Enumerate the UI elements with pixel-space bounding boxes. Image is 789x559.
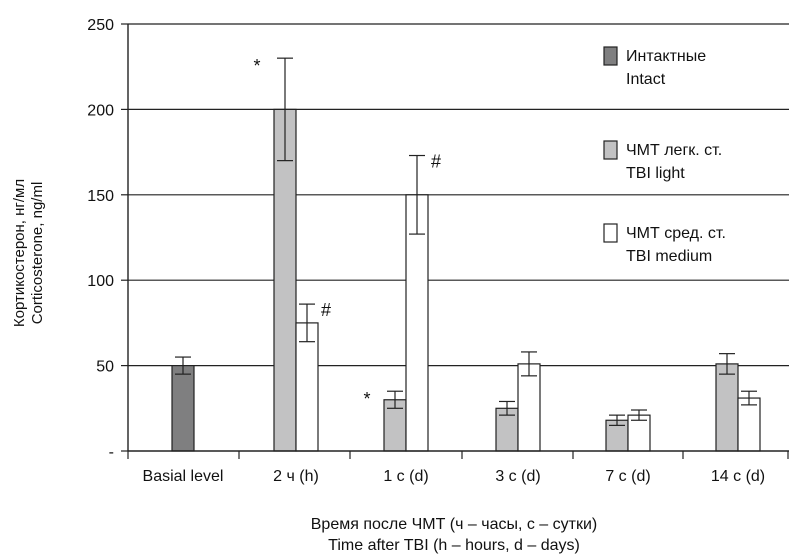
y-tick-label: 150 xyxy=(87,188,114,205)
x-tick-label: 1 с (d) xyxy=(383,468,428,485)
x-tick-label: Basial level xyxy=(143,468,224,485)
legend-label: Intact xyxy=(626,71,666,88)
legend: Интактные Intact ЧМТ легк. ст. TBI light ЧМТ… xyxy=(603,46,726,265)
legend-swatch xyxy=(603,46,618,66)
bar xyxy=(517,363,541,452)
x-axis-label-ru: Время после ЧМТ (ч – часы, с – сутки) xyxy=(311,516,598,533)
bar xyxy=(715,363,739,452)
significance-marks: * # * # xyxy=(253,56,441,409)
bar xyxy=(737,397,761,452)
significance-mark: * xyxy=(253,56,260,76)
y-axis-label-en: Corticosterone, ng/ml xyxy=(29,182,46,325)
legend-label: ЧМТ сред. ст. xyxy=(626,225,726,242)
y-axis-label-ru: Кортикостерон, нг/мл xyxy=(11,179,28,327)
x-tick-label: 3 с (d) xyxy=(495,468,540,485)
gridlines xyxy=(121,23,789,452)
significance-mark: # xyxy=(431,152,441,172)
x-tick-label: 2 ч (h) xyxy=(273,468,319,485)
error-bars xyxy=(175,57,757,426)
y-tick-label: 50 xyxy=(96,359,114,376)
significance-mark: * xyxy=(363,389,370,409)
x-tick-label: 14 с (d) xyxy=(711,468,765,485)
significance-mark: # xyxy=(321,300,331,320)
axes xyxy=(127,24,789,459)
x-tick-labels: Basial level 2 ч (h) 1 с (d) 3 с (d) 7 с (d)… xyxy=(143,468,766,485)
legend-label: ЧМТ легк. ст. xyxy=(626,142,722,159)
y-tick-label: - xyxy=(109,444,114,461)
legend-label: TBI medium xyxy=(626,248,712,265)
y-tick-label: 100 xyxy=(87,273,114,290)
y-tick-label: 200 xyxy=(87,102,114,119)
legend-label: TBI light xyxy=(626,165,685,182)
legend-swatch xyxy=(603,140,618,160)
bar xyxy=(171,365,195,452)
y-tick-label: 250 xyxy=(87,17,114,34)
legend-label: Интактные xyxy=(626,48,706,65)
y-tick-labels: - 50 100 150 200 250 xyxy=(87,17,114,461)
legend-swatch xyxy=(603,223,618,243)
x-tick-label: 7 с (d) xyxy=(605,468,650,485)
x-axis-label-en: Time after TBI (h – hours, d – days) xyxy=(328,537,580,554)
